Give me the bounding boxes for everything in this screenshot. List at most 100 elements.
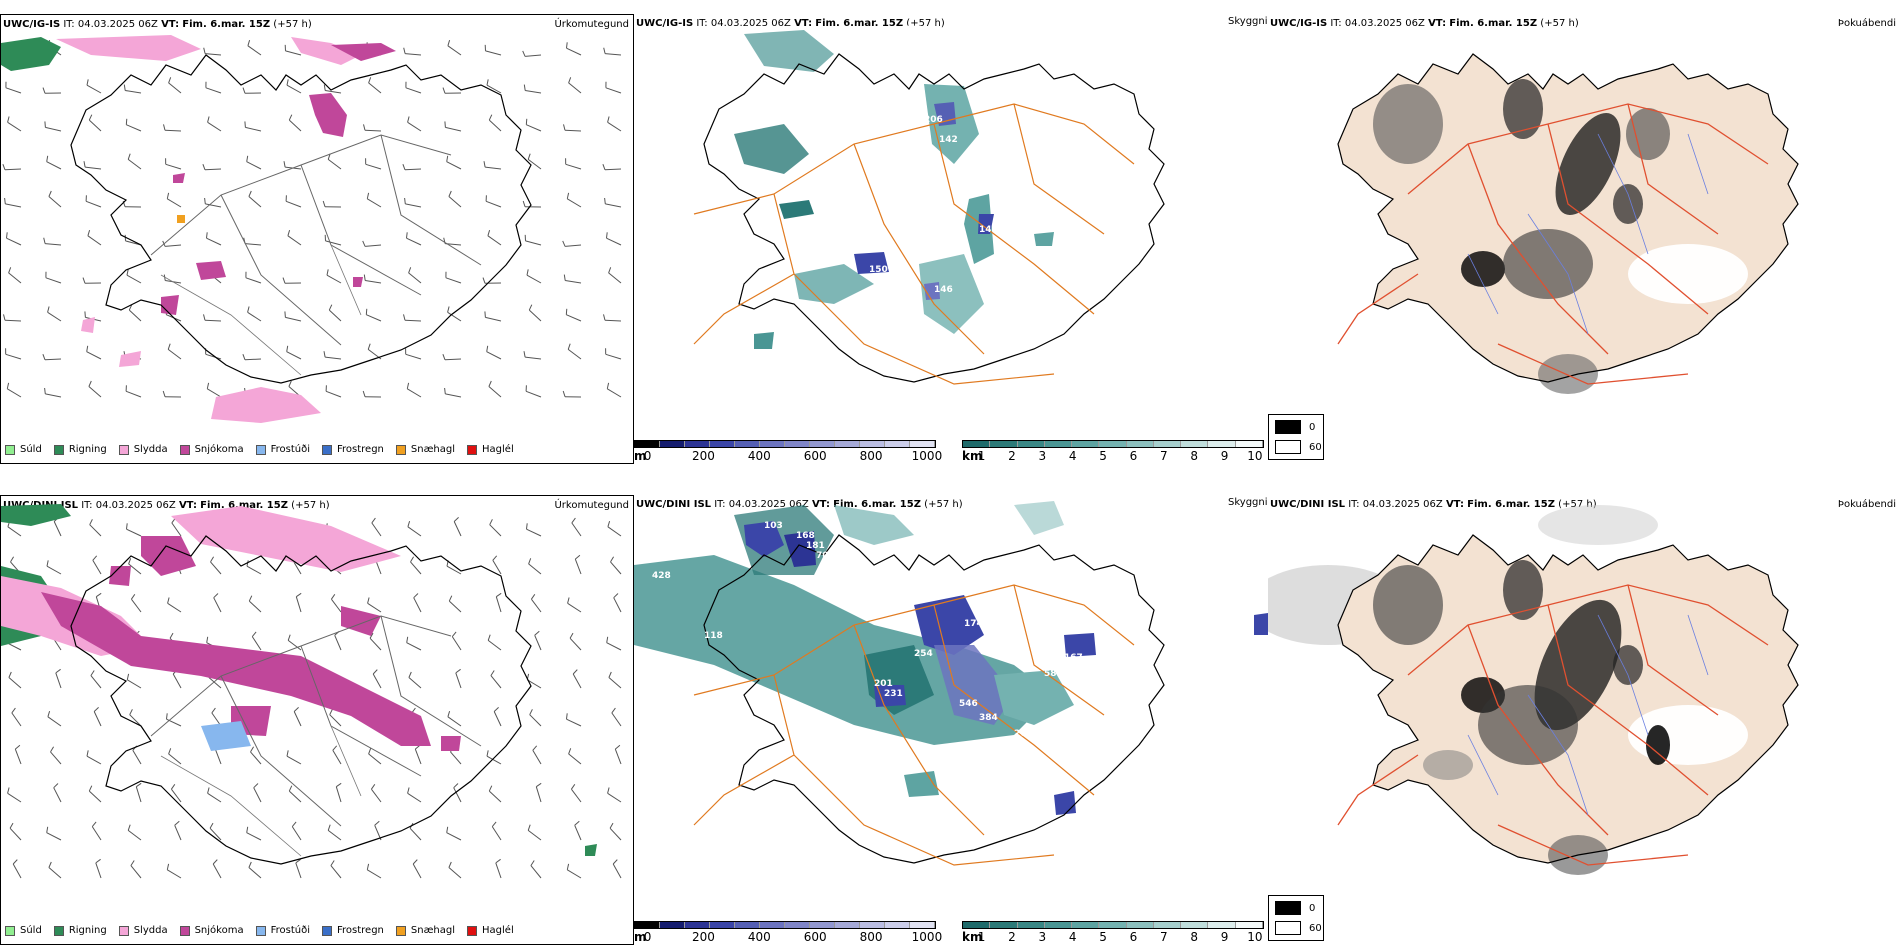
wind-barb: [528, 309, 542, 322]
wind-barb: [364, 129, 382, 132]
wind-barb-tick: [47, 306, 50, 313]
wind-barb-tick: [169, 632, 174, 639]
wind-barb-tick: [87, 229, 91, 236]
wind-barb-tick: [14, 744, 21, 750]
wind-barb-tick: [522, 200, 526, 207]
wind-barb: [451, 636, 462, 651]
wind-barb: [486, 351, 502, 360]
wind-barb-tick: [530, 860, 535, 866]
panel-type-label: Skyggni: [1228, 16, 1268, 27]
wind-barb: [605, 203, 622, 208]
colorbar-cell: [685, 441, 710, 447]
snow-area: [109, 566, 131, 586]
wind-barb-tick: [442, 354, 446, 360]
height-label: 231: [884, 689, 903, 699]
wind-barb: [566, 47, 582, 56]
wind-barb-tick: [526, 269, 529, 276]
wind-barb-tick: [493, 707, 499, 712]
wind-barb-tick: [10, 556, 15, 563]
colorbar-tick: 3: [1038, 930, 1047, 944]
wind-barb-tick: [244, 121, 246, 128]
cloud-legend-swatch: [1275, 440, 1301, 454]
wind-barb: [371, 522, 382, 537]
wind-barb: [207, 792, 222, 803]
wind-barb: [413, 597, 422, 613]
wind-barb-tick: [162, 390, 166, 397]
colorbar-tick: 400: [747, 930, 771, 944]
wind-barb-tick: [7, 116, 10, 123]
wind-barb: [410, 561, 422, 575]
colorbar-cell: [1235, 922, 1263, 928]
wind-barb: [365, 280, 382, 284]
wind-barb-tick: [332, 745, 338, 751]
snow-area: [353, 277, 363, 287]
iceland-outline: [70, 54, 532, 384]
legend-label: Snjókoma: [194, 925, 244, 936]
wind-barb: [209, 827, 222, 841]
wind-barb-tick: [206, 636, 209, 643]
colorbar-cell: [1153, 922, 1182, 928]
wind-barb-tick: [406, 382, 410, 389]
wind-barb: [529, 714, 542, 727]
wind-barb: [365, 244, 382, 247]
wind-barb-tick: [370, 784, 376, 790]
wind-barb: [607, 526, 622, 537]
rain-area: [1, 504, 71, 526]
wind-barb-tick: [528, 558, 532, 565]
height-label: 254: [914, 649, 933, 659]
wind-barb: [251, 636, 262, 651]
snow-area: [331, 43, 396, 61]
wind-barb: [448, 867, 462, 879]
panel-type-label: Þokuábendi: [1837, 18, 1896, 29]
legend-label: Frostregn: [337, 925, 384, 936]
wind-barb-tick: [371, 517, 376, 524]
wind-barb-tick: [496, 592, 502, 598]
wind-barb: [368, 753, 382, 765]
cloud-legend-swatch: [1275, 901, 1301, 915]
wind-barb-tick: [453, 783, 459, 789]
wind-barb-tick: [491, 821, 497, 827]
wind-barb-tick: [563, 124, 566, 131]
wind-barb-tick: [242, 354, 246, 360]
cloud-shading: [1373, 79, 1748, 394]
visibility-areas: [634, 501, 1268, 815]
wind-barb-tick: [246, 155, 249, 162]
wind-barb-tick: [410, 556, 415, 563]
wind-barb-tick: [3, 314, 6, 321]
legend-label: Frostregn: [337, 444, 384, 455]
wind-barb: [86, 755, 102, 765]
colorbar-tick: 800: [859, 449, 883, 463]
wind-barb-tick: [522, 50, 526, 57]
legend-item: Snæhagl: [395, 925, 455, 936]
wind-barb-tick: [167, 597, 170, 604]
wind-barb-tick: [203, 314, 206, 321]
wind-barb: [604, 319, 622, 322]
wind-barb: [489, 524, 502, 537]
coastline: [703, 53, 1165, 383]
wind-barb: [446, 565, 462, 575]
wind-barb: [167, 348, 182, 360]
legend-item: Súld: [5, 444, 42, 455]
wind-barb: [87, 235, 102, 246]
wind-barb: [205, 353, 222, 360]
coastline: [1337, 534, 1799, 864]
wind-barb-tick: [130, 860, 135, 866]
wind-barb-tick: [563, 274, 566, 281]
wind-barb: [614, 748, 622, 765]
wind-barb: [525, 240, 542, 246]
height-label: 150: [869, 265, 888, 275]
precip-map: [1, 35, 622, 423]
wind-barb: [604, 168, 622, 171]
wind-barb: [246, 832, 262, 841]
wind-barb-tick: [566, 192, 570, 199]
wind-barb-tick: [562, 240, 566, 247]
wind-barb: [611, 712, 622, 727]
snow-area: [341, 606, 381, 636]
wind-barb-tick: [286, 345, 289, 352]
wind-barb-tick: [446, 155, 449, 162]
wind-barb-tick: [604, 197, 606, 204]
legend-item: Frostregn: [322, 925, 384, 936]
height-label: 70: [816, 551, 829, 561]
panel-type-label: Úrkomutegund: [554, 500, 629, 511]
